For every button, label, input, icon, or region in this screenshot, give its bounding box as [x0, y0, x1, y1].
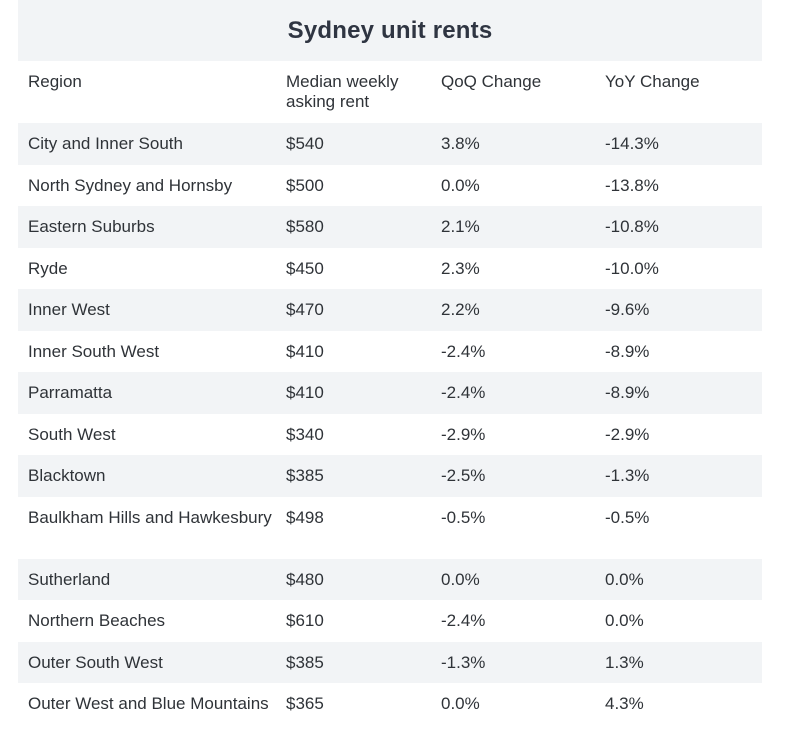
cell-region: North Sydney and Hornsby [18, 164, 276, 206]
rent-table: Region Median weekly asking rent QoQ Cha… [18, 61, 762, 745]
cell-qoq-change: 0.0% [431, 683, 595, 745]
cell-qoq-change: 3.8% [431, 123, 595, 165]
table-row: Outer South West $385 -1.3% 1.3% [18, 641, 762, 683]
cell-median-rent: $610 [276, 600, 431, 642]
header-region: Region [18, 61, 276, 123]
cell-yoy-change: 0.0% [595, 558, 762, 600]
cell-qoq-change: 2.2% [431, 289, 595, 331]
cell-median-rent: $385 [276, 641, 431, 683]
cell-region: Parramatta [18, 372, 276, 414]
table-row: South West $340 -2.9% -2.9% [18, 413, 762, 455]
table-body: City and Inner South $540 3.8% -14.3% North … [18, 123, 762, 745]
cell-qoq-change: -1.3% [431, 641, 595, 683]
cell-qoq-change: -2.4% [431, 600, 595, 642]
cell-region: Inner West [18, 289, 276, 331]
table-row: Outer West and Blue Mountains $365 0.0% 4.3… [18, 683, 762, 745]
cell-region: Baulkham Hills and Hawkesbury [18, 496, 276, 559]
table-row: North Sydney and Hornsby $500 0.0% -13.8% [18, 164, 762, 206]
cell-qoq-change: 2.3% [431, 247, 595, 289]
table-row: City and Inner South $540 3.8% -14.3% [18, 123, 762, 165]
cell-yoy-change: -10.0% [595, 247, 762, 289]
table-title: Sydney unit rents [18, 0, 762, 61]
cell-median-rent: $450 [276, 247, 431, 289]
header-qoq-change: QoQ Change [431, 61, 595, 123]
cell-yoy-change: -8.9% [595, 372, 762, 414]
table-row: Sutherland $480 0.0% 0.0% [18, 558, 762, 600]
cell-region: South West [18, 413, 276, 455]
cell-region: City and Inner South [18, 123, 276, 165]
cell-region: Outer South West [18, 641, 276, 683]
cell-region: Outer West and Blue Mountains [18, 683, 276, 745]
cell-region: Blacktown [18, 455, 276, 497]
cell-region: Eastern Suburbs [18, 206, 276, 248]
cell-median-rent: $340 [276, 413, 431, 455]
cell-yoy-change: 4.3% [595, 683, 762, 745]
cell-yoy-change: -8.9% [595, 330, 762, 372]
cell-median-rent: $410 [276, 330, 431, 372]
table-row: Inner West $470 2.2% -9.6% [18, 289, 762, 331]
header-yoy-change: YoY Change [595, 61, 762, 123]
cell-qoq-change: 0.0% [431, 558, 595, 600]
cell-median-rent: $470 [276, 289, 431, 331]
rent-table-container: Sydney unit rents Region Median weekly a… [18, 0, 762, 745]
cell-yoy-change: 0.0% [595, 600, 762, 642]
cell-median-rent: $385 [276, 455, 431, 497]
cell-median-rent: $410 [276, 372, 431, 414]
cell-median-rent: $500 [276, 164, 431, 206]
cell-region: Inner South West [18, 330, 276, 372]
cell-yoy-change: -14.3% [595, 123, 762, 165]
table-row: Parramatta $410 -2.4% -8.9% [18, 372, 762, 414]
cell-qoq-change: -2.5% [431, 455, 595, 497]
table-row: Blacktown $385 -2.5% -1.3% [18, 455, 762, 497]
header-row: Region Median weekly asking rent QoQ Cha… [18, 61, 762, 123]
table-row: Ryde $450 2.3% -10.0% [18, 247, 762, 289]
cell-median-rent: $540 [276, 123, 431, 165]
cell-median-rent: $498 [276, 496, 431, 559]
table-row: Northern Beaches $610 -2.4% 0.0% [18, 600, 762, 642]
cell-region: Northern Beaches [18, 600, 276, 642]
cell-yoy-change: -2.9% [595, 413, 762, 455]
cell-qoq-change: -2.4% [431, 372, 595, 414]
cell-qoq-change: -0.5% [431, 496, 595, 559]
cell-qoq-change: -2.4% [431, 330, 595, 372]
cell-qoq-change: -2.9% [431, 413, 595, 455]
table-row: Eastern Suburbs $580 2.1% -10.8% [18, 206, 762, 248]
cell-qoq-change: 0.0% [431, 164, 595, 206]
cell-yoy-change: -9.6% [595, 289, 762, 331]
cell-median-rent: $580 [276, 206, 431, 248]
cell-median-rent: $480 [276, 558, 431, 600]
table-row: Baulkham Hills and Hawkesbury $498 -0.5% -0… [18, 496, 762, 559]
cell-median-rent: $365 [276, 683, 431, 745]
cell-region: Ryde [18, 247, 276, 289]
cell-yoy-change: -1.3% [595, 455, 762, 497]
table-row: Inner South West $410 -2.4% -8.9% [18, 330, 762, 372]
cell-qoq-change: 2.1% [431, 206, 595, 248]
cell-yoy-change: 1.3% [595, 641, 762, 683]
header-median-rent: Median weekly asking rent [276, 61, 431, 123]
cell-region: Sutherland [18, 558, 276, 600]
cell-yoy-change: -0.5% [595, 496, 762, 559]
cell-yoy-change: -10.8% [595, 206, 762, 248]
cell-yoy-change: -13.8% [595, 164, 762, 206]
